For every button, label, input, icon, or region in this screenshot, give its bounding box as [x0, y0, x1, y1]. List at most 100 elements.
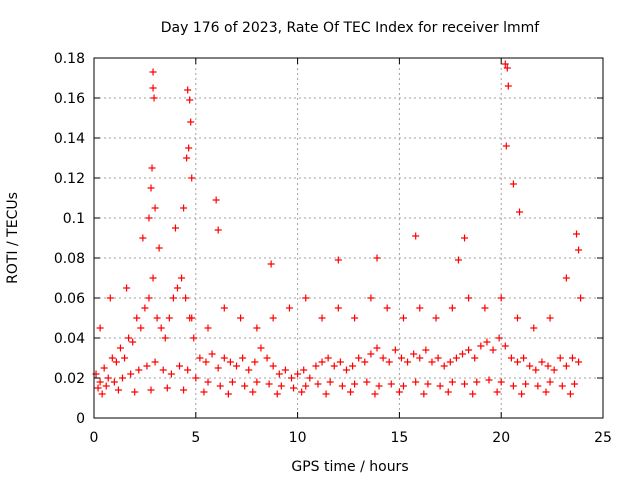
x-tick-label: 15: [390, 430, 408, 446]
data-point: [497, 294, 505, 302]
data-point: [448, 304, 456, 312]
data-point: [532, 366, 540, 374]
data-point: [440, 362, 448, 370]
data-point: [489, 346, 497, 354]
y-tick-label: 0.16: [54, 91, 85, 107]
data-point: [147, 184, 155, 192]
data-point: [133, 314, 141, 322]
data-point: [334, 304, 342, 312]
data-point: [257, 344, 265, 352]
data-point: [302, 382, 310, 390]
data-point: [171, 224, 179, 232]
data-point: [173, 284, 181, 292]
data-point: [534, 382, 542, 390]
data-point: [239, 354, 247, 362]
data-point: [577, 294, 585, 302]
data-point: [436, 382, 444, 390]
data-point: [188, 174, 196, 182]
data-point: [538, 358, 546, 366]
data-point: [507, 354, 515, 362]
data-point: [542, 388, 550, 396]
data-point: [397, 354, 405, 362]
data-point: [100, 364, 108, 372]
data-point: [355, 354, 363, 362]
data-point: [153, 314, 161, 322]
data-point: [237, 314, 245, 322]
y-tick-label: 0.04: [54, 331, 85, 347]
data-point: [167, 370, 175, 378]
data-point: [190, 334, 198, 342]
data-point: [501, 60, 509, 68]
data-point: [516, 208, 524, 216]
data-point: [131, 388, 139, 396]
data-point: [497, 378, 505, 386]
data-point: [330, 362, 338, 370]
data-point: [452, 354, 460, 362]
data-point: [371, 390, 379, 398]
data-point: [367, 294, 375, 302]
data-point: [495, 334, 503, 342]
x-tick-label: 0: [90, 430, 99, 446]
data-point: [530, 324, 538, 332]
data-point: [424, 380, 432, 388]
data-point: [306, 374, 314, 382]
data-point: [351, 314, 359, 322]
data-point: [139, 234, 147, 242]
data-point: [465, 346, 473, 354]
data-point: [383, 304, 391, 312]
data-point: [145, 294, 153, 302]
data-point: [314, 380, 322, 388]
data-point: [96, 378, 104, 386]
data-point: [454, 256, 462, 264]
data-point: [485, 376, 493, 384]
data-point: [287, 374, 295, 382]
data-point: [251, 358, 259, 366]
x-tick-label: 25: [594, 430, 612, 446]
data-point: [367, 350, 375, 358]
data-point: [188, 314, 196, 322]
data-point: [121, 354, 129, 362]
data-point: [277, 382, 285, 390]
y-tick-label: 0.14: [54, 131, 85, 147]
data-point: [550, 366, 558, 374]
data-point: [104, 374, 112, 382]
x-axis-ticks: 0 5 10 15 20 25: [90, 58, 612, 446]
data-point: [290, 384, 298, 392]
data-point: [446, 358, 454, 366]
data-point: [169, 294, 177, 302]
data-point: [249, 388, 257, 396]
x-tick-label: 10: [289, 430, 307, 446]
data-point: [461, 234, 469, 242]
data-point: [98, 390, 106, 398]
data-point: [265, 380, 273, 388]
data-point: [196, 354, 204, 362]
data-point: [526, 362, 534, 370]
data-point: [180, 386, 188, 394]
data-point: [373, 254, 381, 262]
data-point: [373, 344, 381, 352]
data-point: [312, 362, 320, 370]
data-point: [573, 230, 581, 238]
data-point: [318, 358, 326, 366]
data-point: [106, 294, 114, 302]
data-point: [200, 388, 208, 396]
data-point: [184, 86, 192, 94]
data-point: [294, 370, 302, 378]
x-tick-label: 5: [191, 430, 200, 446]
data-point: [568, 354, 576, 362]
data-point: [520, 354, 528, 362]
data-point: [281, 366, 289, 374]
data-point: [96, 324, 104, 332]
y-tick-label: 0.18: [54, 51, 85, 67]
data-point: [558, 382, 566, 390]
data-point: [349, 362, 357, 370]
data-point: [473, 378, 481, 386]
data-point: [575, 246, 583, 254]
data-point: [220, 304, 228, 312]
data-point: [412, 232, 420, 240]
data-point: [481, 304, 489, 312]
data-point: [562, 362, 570, 370]
data-point: [300, 366, 308, 374]
data-point: [269, 314, 277, 322]
data-point: [562, 274, 570, 282]
